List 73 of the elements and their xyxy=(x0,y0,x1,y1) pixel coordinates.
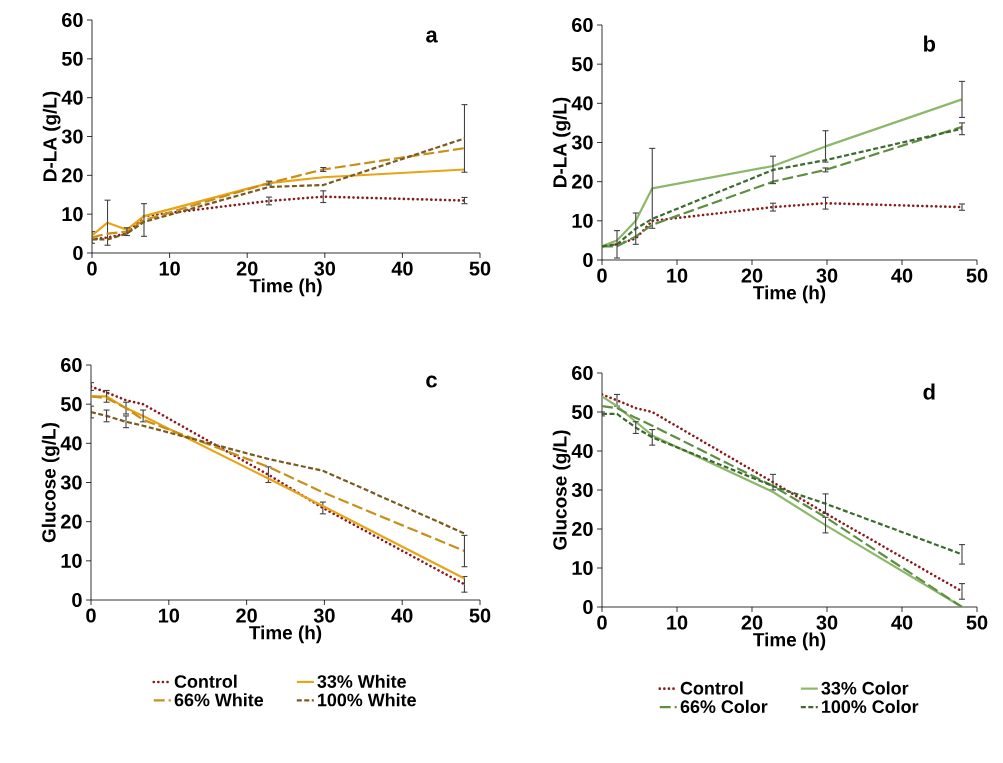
y-tick-label: 40 xyxy=(571,443,593,459)
y-tick-label: 40 xyxy=(571,96,593,111)
y-tick-label: 0 xyxy=(72,592,82,608)
y-tick-label: 50 xyxy=(61,51,83,66)
x-tick-label: 30 xyxy=(313,608,335,623)
x-tick-label: 30 xyxy=(816,615,838,630)
x-tick-label: 30 xyxy=(816,268,838,283)
x-axis-title: Time (h) xyxy=(753,285,826,304)
y-tick-label: 30 xyxy=(571,482,593,498)
y-tick-label: 50 xyxy=(571,57,593,72)
legend-label: 33% White xyxy=(317,674,406,688)
y-tick-label: 10 xyxy=(572,560,593,576)
y-tick-label: 10 xyxy=(572,213,593,228)
legend-label: 66% White xyxy=(174,693,264,707)
y-axis-title: Glucose (g/L) xyxy=(552,430,571,550)
x-tick-label: 20 xyxy=(236,608,257,623)
y-tick-label: 40 xyxy=(60,436,82,451)
legend-label: Control xyxy=(680,681,743,695)
x-tick-label: 30 xyxy=(314,261,336,276)
y-tick-label: 20 xyxy=(62,168,83,183)
y-tick-label: 60 xyxy=(572,365,593,381)
x-tick-label: 40 xyxy=(891,615,913,630)
y-tick-label: 40 xyxy=(61,90,83,105)
x-tick-label: 20 xyxy=(741,615,763,630)
y-tick-label: 10 xyxy=(61,553,82,568)
y-tick-label: 10 xyxy=(62,207,83,222)
x-axis-title: Time (h) xyxy=(249,625,322,644)
chart-title: c xyxy=(426,375,437,388)
x-tick-label: 10 xyxy=(159,261,180,276)
y-axis-title: Glucose (g/L) xyxy=(41,422,60,543)
x-tick-label: 50 xyxy=(469,261,491,276)
x-tick-label: 10 xyxy=(667,615,688,630)
x-tick-label: 20 xyxy=(741,268,763,283)
line-series xyxy=(602,98,964,248)
x-tick-label: 0 xyxy=(597,615,607,630)
y-tick-label: 20 xyxy=(572,174,593,189)
x-tick-label: 0 xyxy=(86,608,96,623)
x-tick-label: 50 xyxy=(966,615,988,630)
chart-title: b xyxy=(924,35,936,52)
x-tick-label: 20 xyxy=(236,261,258,276)
y-tick-label: 50 xyxy=(571,404,593,420)
x-tick-label: 50 xyxy=(966,268,988,283)
legend-label: 66% Color xyxy=(680,699,768,714)
line-series xyxy=(91,410,466,535)
y-tick-label: 0 xyxy=(73,245,83,261)
y-tick-label: 20 xyxy=(61,514,82,529)
legend-label: 100% White xyxy=(318,693,416,707)
x-tick-label: 50 xyxy=(469,608,491,623)
legend-label: 100% Color xyxy=(822,699,919,714)
y-tick-label: 20 xyxy=(572,521,593,537)
chart-title: d xyxy=(923,383,935,400)
x-tick-label: 40 xyxy=(891,268,913,283)
x-tick-label: 0 xyxy=(87,261,97,276)
y-tick-label: 30 xyxy=(571,135,593,150)
x-axis-title: Time (h) xyxy=(249,278,322,297)
y-tick-label: 60 xyxy=(61,357,82,373)
chart-title: a xyxy=(426,30,438,43)
y-tick-label: 60 xyxy=(572,17,593,33)
y-axis-title: D-LA (g/L) xyxy=(552,97,571,187)
y-tick-label: 30 xyxy=(60,475,82,490)
x-tick-label: 0 xyxy=(597,268,607,283)
x-axis-title: Time (h) xyxy=(753,632,826,651)
legend-label: 33% Color xyxy=(821,681,909,695)
x-tick-label: 10 xyxy=(158,608,180,623)
x-tick-label: 10 xyxy=(667,268,688,283)
y-tick-label: 60 xyxy=(62,12,83,28)
legend-label: Control xyxy=(174,674,237,688)
line-series xyxy=(92,168,466,237)
x-tick-label: 40 xyxy=(391,608,413,623)
y-tick-label: 30 xyxy=(61,129,83,144)
y-axis-title: D-LA (g/L) xyxy=(42,91,61,181)
y-tick-label: 50 xyxy=(60,397,82,412)
x-tick-label: 40 xyxy=(391,261,413,276)
